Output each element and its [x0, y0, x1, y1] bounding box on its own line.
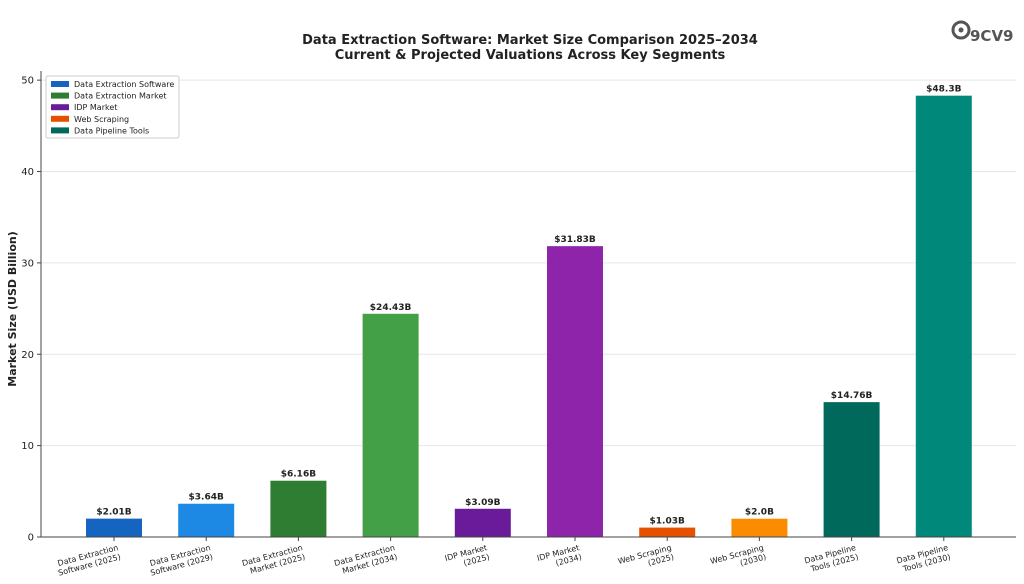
legend-entry-1: Data Extraction Market [74, 92, 167, 101]
bar-0 [86, 518, 142, 537]
data-label-1: $3.64B [189, 493, 224, 503]
logo-text: 9CV9 [970, 27, 1014, 45]
bar-8 [823, 402, 880, 537]
bar-5 [547, 246, 603, 537]
y-tick-labels: 0 10 20 30 40 50 [21, 76, 34, 544]
brand-logo: 9CV9 [951, 20, 1014, 45]
legend: Data Extraction Software Data Extraction … [45, 75, 180, 139]
legend-entry-2: IDP Market [74, 103, 117, 112]
legend-swatch-1 [51, 92, 69, 99]
bar-2 [270, 480, 327, 537]
legend-swatch-2 [51, 104, 69, 111]
axes [37, 71, 1016, 541]
bar-7 [731, 518, 788, 537]
x-tick-label-5: IDP Market(2034) [536, 543, 583, 568]
chart-title: Data Extraction Software: Market Size Co… [302, 33, 758, 48]
chart-subtitle: Current & Projected Valuations Across Ke… [335, 48, 726, 63]
data-label-6: $1.03B [650, 517, 685, 527]
legend-box [45, 75, 180, 139]
logo-mark-icon [951, 20, 971, 40]
value-labels: $2.01B $3.64B $6.16B $24.43B $3.09B $31.83B $1… [96, 85, 961, 527]
y-tick-label: 40 [21, 167, 34, 178]
x-tick-label-7: Web Scraping(2030) [709, 543, 767, 568]
y-tick-label: 0 [28, 533, 34, 544]
bars [86, 95, 972, 537]
y-tick-label: 20 [21, 350, 34, 361]
legend-entry-0: Data Extraction Software [74, 80, 174, 89]
data-label-9: $48.3B [926, 85, 961, 95]
bar-6 [639, 527, 696, 537]
legend-swatch-0 [51, 81, 69, 87]
y-tick-label: 30 [21, 258, 34, 269]
bar-9 [915, 95, 972, 537]
data-label-7: $2.0B [745, 508, 774, 518]
x-tick-label-6: Web Scraping(2025) [617, 543, 675, 568]
data-label-3: $24.43B [370, 303, 412, 313]
data-label-5: $31.83B [554, 235, 596, 245]
bar-4 [454, 508, 511, 537]
bar-1 [178, 503, 235, 537]
legend-entry-3: Web Scraping [74, 115, 129, 124]
data-label-4: $3.09B [465, 498, 500, 508]
legend-entry-4: Data Pipeline Tools [74, 126, 149, 135]
data-label-8: $14.76B [831, 391, 873, 401]
bar-3 [362, 313, 419, 537]
x-tick-label-4: IDP Market(2025) [444, 543, 491, 568]
y-tick-label: 10 [21, 441, 34, 452]
y-axis-label: Market Size (USD Billion) [6, 231, 19, 386]
data-label-0: $2.01B [96, 508, 131, 518]
y-tick-label: 50 [21, 76, 34, 87]
data-label-2: $6.16B [281, 470, 316, 480]
legend-swatch-4 [51, 127, 69, 134]
legend-swatch-3 [51, 115, 69, 122]
